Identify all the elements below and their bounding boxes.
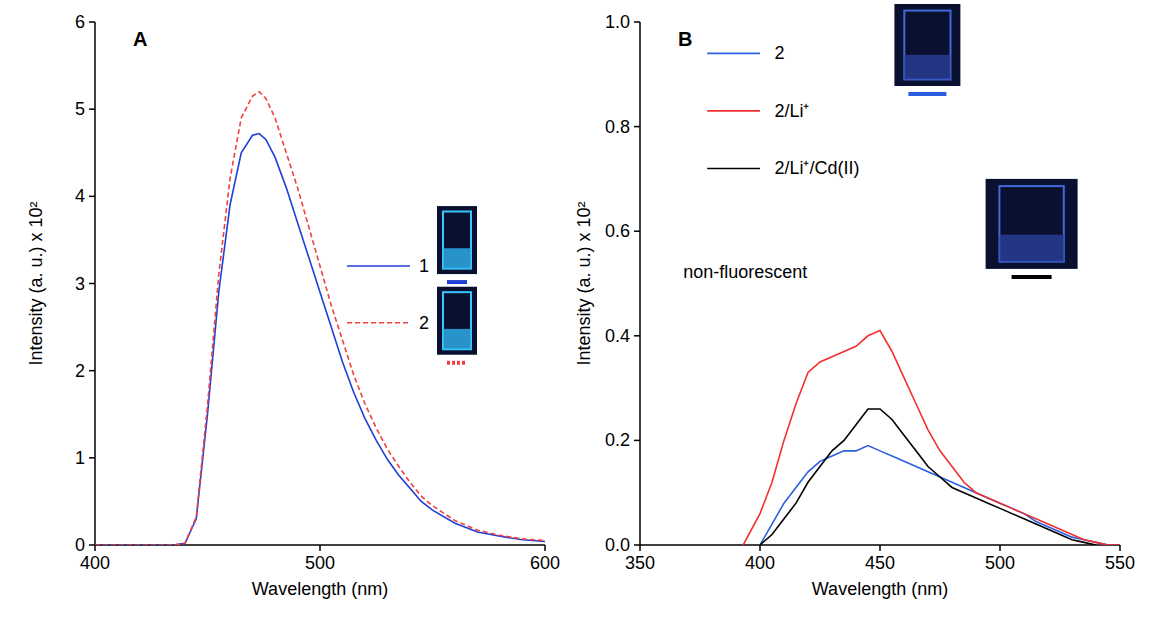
legend-label: 2/Li⁺ (774, 101, 809, 121)
x-tick (999, 545, 1001, 551)
y-axis-title: Intensity (a. u.) x 10² (26, 201, 46, 365)
y-tick-label: 0.6 (605, 221, 630, 241)
y-axis (639, 22, 641, 545)
series-line (760, 446, 1120, 545)
x-tick-label: 500 (985, 553, 1015, 573)
y-tick (634, 440, 640, 442)
panel-a: 400 500 600 0 1 2 3 4 5 6 Wavelength (nm) Intensity… (26, 12, 560, 599)
plot-area (95, 92, 545, 545)
y-tick-label: 1.0 (605, 12, 630, 32)
vial-liquid (443, 329, 471, 349)
y-tick (634, 126, 640, 128)
vial-outline (904, 11, 950, 80)
x-tick (759, 545, 761, 551)
y-tick (634, 335, 640, 337)
y-tick (634, 230, 640, 232)
y-tick-label: 0.4 (605, 326, 630, 346)
x-tick (1119, 545, 1121, 551)
y-tick-label: 0.8 (605, 117, 630, 137)
legend-label: 2 (774, 43, 784, 63)
panel-letter: A (133, 28, 147, 50)
legend-key (707, 53, 760, 55)
series-line (743, 331, 1120, 545)
x-tick (94, 545, 96, 551)
y-tick-label: 0 (75, 535, 85, 555)
y-tick-label: 3 (75, 274, 85, 294)
y-tick (89, 196, 95, 198)
vial-photo (894, 4, 960, 86)
x-tick-label: 400 (80, 553, 110, 573)
x-tick-label: 350 (625, 553, 655, 573)
photo-key (908, 92, 946, 96)
x-tick (319, 545, 321, 551)
figure: 400 500 600 0 1 2 3 4 5 6 Wavelength (nm) Intensity… (0, 0, 1162, 628)
panel-b: 350 400 450 500 550 0.0 0.2 0.4 0.6 0.8 1.0 Wavelen… (574, 4, 1135, 599)
y-tick-label: 6 (75, 12, 85, 32)
vial-outline (443, 212, 471, 269)
y-tick-label: 0.2 (605, 430, 630, 450)
y-tick-label: 1 (75, 448, 85, 468)
y-tick (89, 544, 95, 546)
vial-outline (443, 292, 471, 349)
y-tick-label: 5 (75, 99, 85, 119)
vial-photo (986, 179, 1078, 269)
y-tick (89, 283, 95, 285)
vial-outline (999, 186, 1063, 262)
panel-letter: B (678, 28, 692, 50)
y-tick (634, 21, 640, 23)
vial-liquid (443, 248, 471, 268)
vial-photo (437, 206, 477, 274)
photo-key (447, 361, 467, 365)
legend-label: 1 (419, 256, 429, 276)
legend-key (347, 265, 410, 267)
x-tick-label: 500 (305, 553, 335, 573)
vial-liquid (999, 235, 1063, 262)
series-line (760, 409, 1096, 545)
series-line (95, 92, 545, 545)
legend-key (347, 322, 410, 324)
x-axis-title: Wavelength (nm) (252, 579, 388, 599)
legend-key (707, 168, 760, 170)
y-tick (634, 544, 640, 546)
x-tick (879, 545, 881, 551)
x-tick (639, 545, 641, 551)
y-tick (89, 21, 95, 23)
y-tick (89, 108, 95, 110)
photo-key (1012, 275, 1052, 279)
vial-liquid (904, 55, 950, 80)
y-tick (89, 370, 95, 372)
x-tick (544, 545, 546, 551)
vial-photo (437, 287, 477, 355)
series-line (95, 134, 545, 545)
x-tick-label: 450 (865, 553, 895, 573)
photo-key (447, 280, 467, 284)
legend-label: 2 (419, 313, 429, 333)
y-axis-title: Intensity (a. u.) x 10² (574, 201, 594, 365)
x-tick-label: 400 (745, 553, 775, 573)
y-tick-label: 2 (75, 361, 85, 381)
y-tick-label: 0.0 (605, 535, 630, 555)
x-tick-label: 600 (530, 553, 560, 573)
plot-area (743, 331, 1120, 545)
x-axis-title: Wavelength (nm) (812, 579, 948, 599)
y-tick (89, 457, 95, 459)
legend-label: 2/Li⁺/Cd(II) (774, 158, 859, 178)
x-tick-label: 550 (1105, 553, 1135, 573)
y-tick-label: 4 (75, 186, 85, 206)
annotation: non-fluorescent (683, 262, 807, 282)
legend-key (707, 110, 760, 112)
